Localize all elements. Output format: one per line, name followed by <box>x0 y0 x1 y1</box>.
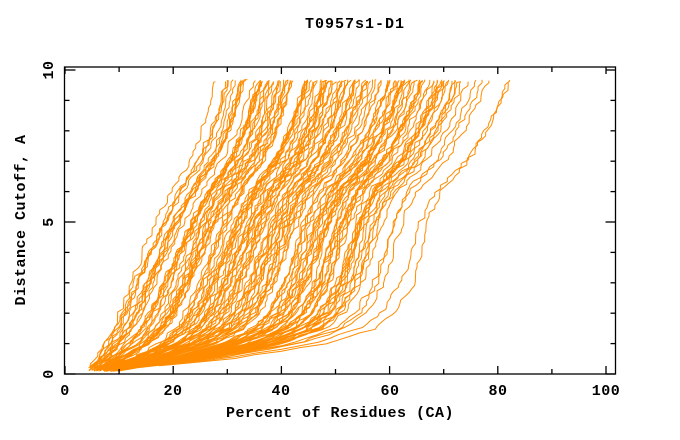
model-curve <box>109 80 306 372</box>
x-tick-label-80: 80 <box>488 383 507 400</box>
model-curve <box>88 80 243 371</box>
model-curve <box>102 81 275 367</box>
model-curve <box>126 80 396 368</box>
model-curve <box>93 79 270 370</box>
model-curve <box>102 80 382 370</box>
model-curve <box>108 80 269 368</box>
model-curve <box>96 81 280 371</box>
model-curve <box>110 81 367 368</box>
model-curve <box>115 81 349 367</box>
y-tick-label-5: 5 <box>41 217 58 227</box>
model-curve <box>102 81 263 367</box>
model-curve <box>103 79 312 369</box>
model-curve <box>99 80 318 371</box>
model-curve <box>116 81 329 367</box>
model-curve <box>96 80 343 372</box>
x-tick-label-0: 0 <box>60 383 70 400</box>
model-curve <box>117 81 509 372</box>
model-curve <box>111 79 349 369</box>
y-tick-label-0: 0 <box>41 369 58 379</box>
model-curve <box>110 79 374 369</box>
model-curve <box>103 80 371 370</box>
x-tick-label-100: 100 <box>592 383 621 400</box>
model-curve <box>113 79 421 370</box>
model-curve <box>128 80 453 369</box>
model-curve <box>123 81 441 369</box>
model-curve <box>114 80 405 371</box>
model-curve <box>109 79 356 370</box>
y-axis-title: Distance Cutoff, A <box>13 134 30 305</box>
model-curve <box>114 81 435 372</box>
model-curve <box>114 79 389 369</box>
y-tick-label-10: 10 <box>41 60 58 79</box>
model-curve <box>123 80 435 368</box>
model-curve <box>109 80 317 368</box>
model-curve <box>90 81 226 369</box>
model-curve <box>107 79 288 368</box>
model-curve <box>95 81 262 372</box>
model-curve <box>113 80 308 368</box>
model-curve <box>93 80 241 367</box>
model-curve <box>113 80 450 372</box>
model-curve <box>115 81 469 371</box>
chart-title: T0957s1-D1 <box>305 16 405 33</box>
model-curve <box>91 80 279 370</box>
axis-ticks <box>64 67 616 375</box>
model-curve <box>112 79 418 368</box>
model-curve <box>105 81 398 371</box>
model-curve <box>89 80 256 369</box>
model-curve <box>113 79 391 370</box>
plot-frame <box>63 66 617 375</box>
x-tick-label-60: 60 <box>380 383 399 400</box>
model-curve <box>102 79 360 371</box>
model-curve <box>103 80 327 371</box>
model-curve <box>91 81 216 368</box>
model-curve <box>115 79 438 369</box>
model-curve <box>104 80 341 369</box>
x-tick-label-40: 40 <box>271 383 290 400</box>
x-tick-label-20: 20 <box>163 383 182 400</box>
model-curve <box>89 80 229 368</box>
model-curve <box>109 81 292 369</box>
model-curve <box>117 80 356 368</box>
model-curve <box>93 80 244 372</box>
model-curve <box>138 79 477 368</box>
model-curve <box>111 81 314 369</box>
model-curve <box>105 80 330 370</box>
model-curve <box>95 80 269 371</box>
model-curve <box>126 80 423 368</box>
model-curve <box>113 80 490 372</box>
model-curve <box>123 80 456 368</box>
model-curve <box>112 79 483 372</box>
model-curve <box>106 81 405 372</box>
model-curve <box>119 81 462 369</box>
model-curve <box>98 80 333 371</box>
model-curves <box>88 79 510 372</box>
model-curve <box>115 80 287 367</box>
model-curve <box>107 79 347 368</box>
model-curve <box>109 81 423 370</box>
model-curve <box>107 79 443 371</box>
model-curve <box>88 79 228 372</box>
model-curve <box>96 81 263 368</box>
x-axis-title: Percent of Residues (CA) <box>226 405 454 422</box>
model-curve <box>103 80 423 370</box>
model-curve <box>159 79 510 367</box>
